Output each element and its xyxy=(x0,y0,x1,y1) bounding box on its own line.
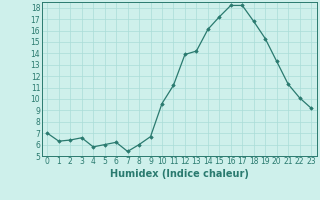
X-axis label: Humidex (Indice chaleur): Humidex (Indice chaleur) xyxy=(110,169,249,179)
